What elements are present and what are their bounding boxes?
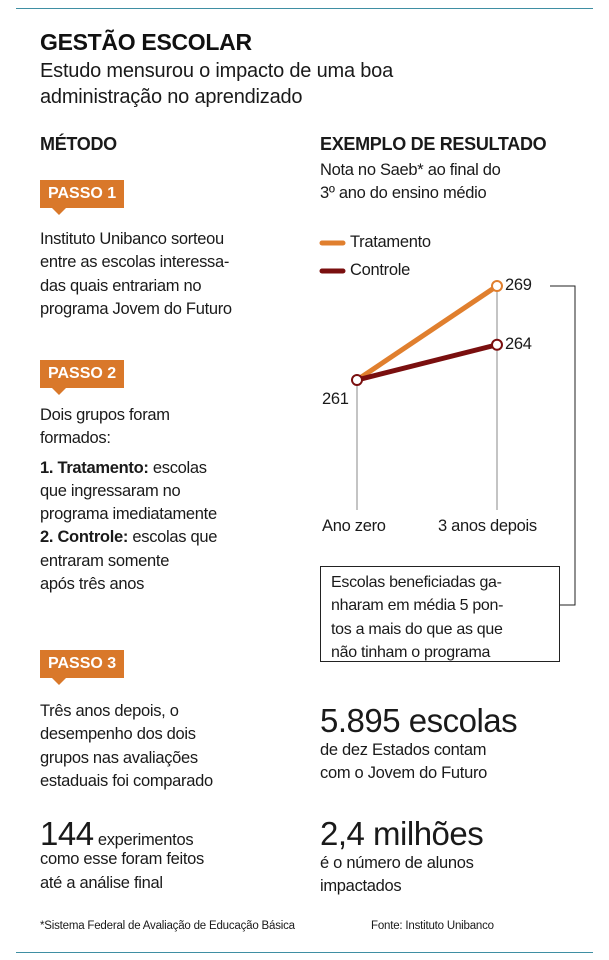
text-line: não tinham o programa — [331, 643, 491, 661]
data-label-264: 264 — [505, 335, 532, 353]
students-stat: 2,4 milhões é o número de alunos impacta… — [320, 815, 484, 899]
point-start — [351, 374, 363, 386]
step-3-badge: PASSO 3 — [40, 650, 125, 685]
step-1-text: Instituto Unibanco sorteou entre as esco… — [40, 228, 232, 321]
point-controle — [491, 338, 503, 351]
text-line: programa Jovem do Futuro — [40, 299, 232, 318]
group-control: 2. Controle: escolas que — [40, 526, 217, 549]
data-label-261: 261 — [322, 390, 349, 408]
text-line: escolas que — [128, 528, 218, 547]
legend-label-controle: Controle — [350, 261, 410, 279]
page-title: GESTÃO ESCOLAR — [40, 29, 252, 55]
schools-stat: 5.895 escolas de dez Estados contam com … — [320, 702, 518, 786]
text-line: é o número de alunos — [320, 854, 474, 872]
text-line: desempenho dos dois — [40, 725, 196, 744]
stat-number: 144 — [40, 815, 94, 852]
text-line: grupos nas avaliações — [40, 748, 198, 767]
text-line: até a análise final — [40, 873, 163, 892]
step-3-text: Três anos depois, o desempenho dos dois … — [40, 700, 213, 793]
text-line: impactados — [320, 877, 402, 896]
stat-number: 2,4 milhões — [320, 815, 484, 852]
text-line: nharam em média 5 pon- — [331, 597, 504, 615]
result-heading: EXEMPLO DE RESULTADO — [320, 134, 547, 154]
data-label-269: 269 — [505, 276, 532, 294]
text-line: programa imediatamente — [40, 505, 217, 524]
text-line: tos a mais do que as que — [331, 620, 503, 638]
method-heading: MÉTODO — [40, 134, 117, 154]
bracket-connector — [550, 285, 576, 606]
subtitle-line: administração no aprendizado — [40, 86, 303, 108]
text-line: formados: — [40, 429, 111, 448]
text-line: como esse foram feitos — [40, 850, 204, 869]
callout-box: Escolas beneficiadas ga- nharam em média… — [320, 566, 560, 662]
page-subtitle: Estudo mensurou o impacto de uma boa adm… — [40, 58, 393, 110]
text-line: Dois grupos foram — [40, 406, 170, 424]
text-line: após três anos — [40, 575, 145, 594]
experiments-stat: 144 experimentos como esse foram feitos … — [40, 816, 204, 895]
text-line: Três anos depois, o — [40, 702, 179, 720]
group-label: 1. Tratamento: — [40, 458, 149, 477]
footnote: *Sistema Federal de Avaliação de Educaçã… — [40, 920, 295, 932]
text-line: Nota no Saeb* ao final do — [320, 161, 501, 179]
series-line-tratamento — [355, 283, 499, 383]
stat-number: 5.895 escolas — [320, 702, 518, 739]
text-line: Instituto Unibanco sorteou — [40, 230, 224, 248]
point-tratamento — [491, 280, 503, 292]
text-line: escolas — [148, 458, 207, 477]
text-line: 3º ano do ensino médio — [320, 184, 487, 203]
group-label: 2. Controle: — [40, 528, 129, 547]
step-2-badge: PASSO 2 — [40, 360, 125, 395]
text-line: de dez Estados contam — [320, 741, 487, 759]
text-line: das quais entrariam no — [40, 276, 202, 295]
group-treatment: 1. Tratamento: escolas — [40, 457, 217, 480]
step-1-badge: PASSO 1 — [40, 180, 125, 215]
top-rule — [16, 8, 593, 9]
text-line: Escolas beneficiadas ga- — [331, 574, 502, 591]
text-line: experimentos — [93, 831, 194, 849]
source: Fonte: Instituto Unibanco — [371, 920, 494, 932]
bottom-rule — [16, 952, 593, 953]
series-line-controle — [356, 342, 498, 383]
text-line: que ingressaram no — [40, 481, 181, 500]
step-2-text: Dois grupos foram formados: 1. Tratament… — [40, 404, 217, 596]
text-line: estaduais foi comparado — [40, 771, 213, 790]
text-line: com o Jovem do Futuro — [320, 764, 488, 783]
result-subtitle: Nota no Saeb* ao final do 3º ano do ensi… — [320, 159, 501, 206]
subtitle-line: Estudo mensurou o impacto de uma boa — [40, 60, 394, 82]
text-line: entraram somente — [40, 551, 170, 570]
x-tick-ano-zero: Ano zero — [322, 517, 386, 535]
text-line: entre as escolas interessa- — [40, 253, 230, 272]
x-tick-3-anos: 3 anos depois — [438, 517, 537, 535]
legend-label-tratamento: Tratamento — [350, 233, 431, 251]
